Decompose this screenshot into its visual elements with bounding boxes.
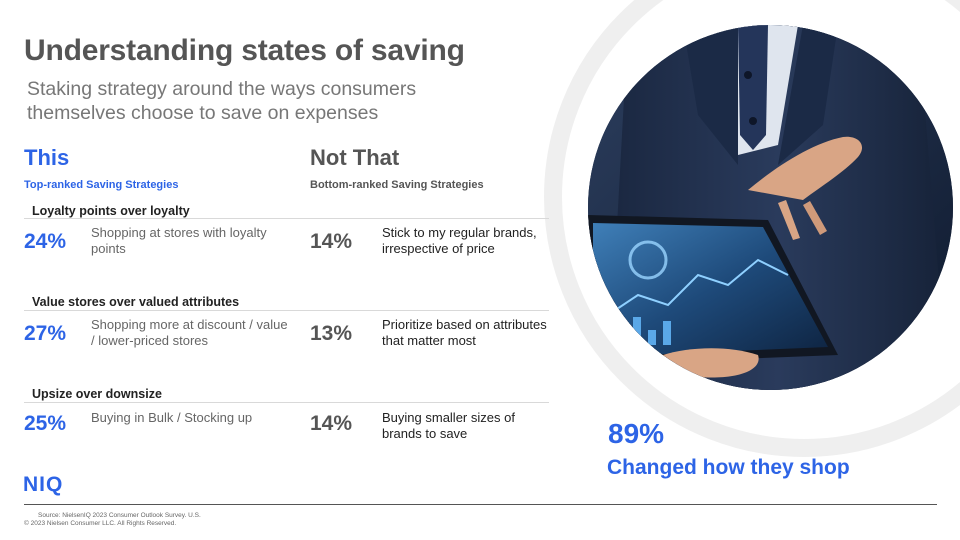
businessman-tablet-photo — [588, 25, 953, 390]
group-divider — [24, 218, 549, 219]
group-divider — [24, 310, 549, 311]
page-subtitle: Staking strategy around the ways consume… — [27, 78, 417, 124]
that-text-loyalty: Stick to my regular brands, irrespective… — [382, 225, 537, 256]
this-text-loyalty: Shopping at stores with loyalty points — [91, 225, 267, 256]
this-percent-value-stores: 27% — [24, 322, 67, 345]
source-note: Source: NielsenIQ 2023 Consumer Outlook … — [38, 512, 201, 519]
not-that-column-heading: Not That — [310, 145, 400, 170]
footer-divider — [24, 504, 937, 505]
not-that-column-subheading: Bottom-ranked Saving Strategies — [310, 179, 484, 191]
that-percent-loyalty: 14% — [310, 230, 353, 253]
group-title-value-stores: Value stores over valued attributes — [32, 295, 240, 309]
this-text-upsize: Buying in Bulk / Stocking up — [91, 410, 253, 425]
photo-illustration — [588, 25, 953, 390]
that-percent-upsize: 14% — [310, 412, 353, 435]
group-title-upsize: Upsize over downsize — [32, 387, 162, 401]
niq-logo: NIQ — [23, 473, 64, 496]
that-text-upsize: Buying smaller sizes of brands to save — [382, 410, 515, 441]
this-column-subheading: Top-ranked Saving Strategies — [24, 179, 179, 191]
group-divider — [24, 402, 549, 403]
this-percent-loyalty: 24% — [24, 230, 67, 253]
page-title: Understanding states of saving — [24, 34, 465, 67]
this-column-heading: This — [24, 145, 70, 170]
group-title-loyalty: Loyalty points over loyalty — [32, 204, 190, 218]
copyright-note: © 2023 Nielsen Consumer LLC. All Rights … — [24, 520, 177, 527]
stat-value: 89% — [608, 418, 665, 449]
this-text-value-stores: Shopping more at discount / value / lowe… — [91, 317, 288, 348]
stat-label: Changed how they shop — [607, 456, 850, 479]
that-percent-value-stores: 13% — [310, 322, 353, 345]
that-text-value-stores: Prioritize based on attributes that matt… — [382, 317, 547, 348]
this-percent-upsize: 25% — [24, 412, 67, 435]
